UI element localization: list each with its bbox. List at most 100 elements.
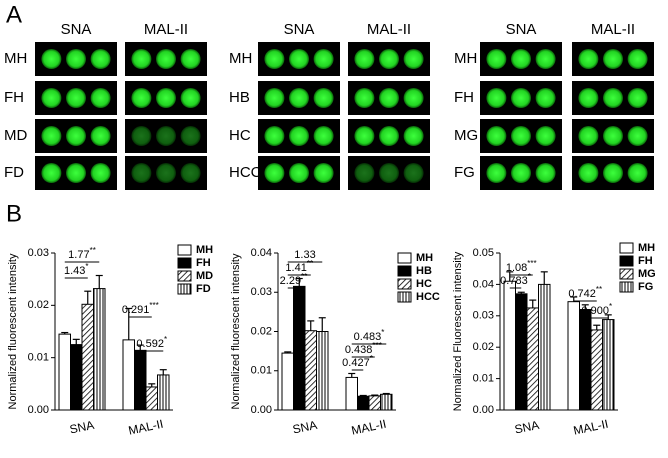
bar (357, 395, 370, 411)
spot (41, 88, 62, 108)
spot (90, 49, 111, 69)
spot (511, 88, 531, 108)
spot (603, 88, 623, 108)
spot (289, 88, 309, 108)
spot (66, 49, 86, 69)
annotation: 0.291*** (122, 301, 159, 316)
annotation-stars: * (370, 354, 373, 363)
annotation-value: 0.592 (136, 338, 164, 350)
bar (602, 319, 615, 411)
annotation: 1.77** (68, 246, 96, 261)
legend-label: FH (638, 255, 653, 267)
y-tick-label: 0.00 (251, 404, 272, 416)
bar (579, 309, 592, 411)
annotation-stars: ** (307, 259, 313, 268)
spot (379, 49, 399, 69)
spot (180, 88, 201, 108)
row-label: FG (454, 164, 475, 181)
row-label: FH (4, 89, 24, 106)
spot (264, 49, 285, 69)
spot (578, 126, 599, 146)
annotation-stars: * (528, 272, 531, 281)
row-label: MG (454, 127, 478, 144)
spot (90, 88, 111, 108)
x-tick-label: MAL-II (127, 417, 164, 438)
spot (535, 126, 556, 146)
legend-label: FH (196, 257, 211, 269)
y-tick-label: 0.02 (473, 341, 494, 353)
spot (486, 49, 507, 69)
spot (264, 88, 285, 108)
spot (156, 88, 176, 108)
bar (281, 352, 294, 411)
panel-label: A (6, 1, 22, 28)
spot (66, 88, 86, 108)
legend-swatch (619, 268, 634, 280)
bar (503, 280, 516, 411)
spot (535, 49, 556, 69)
bar (515, 293, 528, 411)
row-label: FD (4, 164, 24, 181)
annotation-value: 2.29 (280, 275, 301, 287)
bar (304, 330, 317, 411)
row-label: MH (4, 50, 27, 67)
annotation-stars: * (381, 328, 384, 337)
annotation: 1.08*** (506, 259, 537, 274)
annotation-value: 0.427 (342, 357, 370, 369)
row-label: FH (454, 89, 474, 106)
annotation: 0.742** (568, 285, 602, 300)
annotation-stars: * (164, 335, 167, 344)
bar (345, 376, 358, 411)
spot (578, 163, 599, 183)
annotation-value: 0.291 (122, 304, 150, 316)
legend-swatch (397, 252, 412, 264)
spot (131, 49, 152, 69)
bar (58, 333, 71, 411)
annotation-value: 0.742 (568, 288, 596, 300)
spot (627, 163, 648, 183)
spot (289, 49, 309, 69)
spot (627, 126, 648, 146)
bar (368, 395, 381, 411)
spot (379, 163, 399, 183)
annotation: 0.438*** (345, 341, 382, 356)
legend-label: FG (638, 281, 653, 293)
spot (289, 126, 309, 146)
bar (526, 307, 539, 411)
spot (131, 126, 152, 146)
annotation-value: 0.783 (500, 275, 528, 287)
spot (41, 163, 62, 183)
row-label: HC (229, 127, 251, 144)
legend-swatch (177, 257, 192, 269)
spot (578, 49, 599, 69)
legend-label: FD (196, 283, 211, 295)
legend-swatch (177, 283, 192, 295)
y-tick-label: 0.02 (28, 299, 49, 311)
y-tick-label: 0.03 (28, 247, 49, 259)
annotation: 1.43* (64, 262, 89, 277)
bar (380, 393, 393, 411)
legend-swatch (177, 244, 192, 256)
spot (511, 49, 531, 69)
annotation-value: 0.438 (345, 344, 373, 356)
legend-label: HB (416, 265, 432, 277)
annotation-value: 1.43 (64, 265, 85, 277)
legend-label: MH (416, 252, 433, 264)
bar (316, 331, 329, 411)
column-header: MAL-II (367, 21, 411, 38)
bar (70, 344, 83, 411)
spot (403, 126, 424, 146)
column-header: SNA (506, 21, 537, 38)
spot (90, 126, 111, 146)
annotation-stars: *** (372, 341, 381, 350)
spot (41, 126, 62, 146)
legend-swatch (619, 255, 634, 267)
spot (511, 126, 531, 146)
annotation-value: 1.08 (506, 262, 527, 274)
annotation-value: 0.483 (354, 331, 382, 343)
bar (93, 288, 106, 411)
annotation-value: 1.77 (68, 249, 89, 261)
spot (603, 163, 623, 183)
bar (590, 329, 603, 411)
